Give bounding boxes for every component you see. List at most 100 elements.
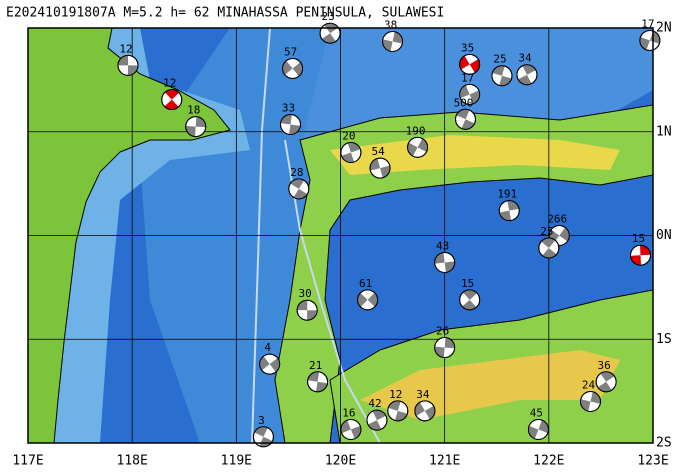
beachball-outline	[340, 142, 362, 163]
beachball-quadrant	[289, 124, 301, 135]
beachball-quadrant	[424, 405, 435, 420]
event-depth-label: 42	[368, 397, 381, 410]
beachball-outline	[280, 113, 301, 135]
beachball-quadrant	[507, 200, 520, 211]
focal-mechanism	[459, 289, 481, 311]
event-depth-label: 3	[258, 414, 265, 427]
event-depth-label: 23	[321, 10, 334, 23]
focal-mechanism	[580, 391, 601, 412]
beachball-outline	[459, 289, 481, 311]
event-depth-label: 57	[284, 45, 297, 58]
focal-mechanism	[296, 299, 318, 321]
beachball-quadrant	[128, 65, 138, 76]
beachball-quadrant	[522, 64, 536, 75]
focal-mechanism	[288, 178, 310, 200]
focal-mechanism	[357, 289, 379, 311]
focal-mechanism	[630, 244, 651, 266]
beachball-quadrant	[597, 381, 612, 392]
lat-label: 1N	[656, 124, 672, 139]
focal-mechanism	[282, 57, 304, 79]
lon-label: 119E	[221, 454, 252, 469]
beachball-outline	[595, 371, 617, 393]
event-depth-label: 20	[342, 130, 355, 143]
lon-label: 117E	[12, 454, 43, 469]
event-depth-label: 17	[641, 17, 654, 30]
focal-mechanism	[434, 337, 456, 359]
lon-label: 120E	[325, 454, 356, 469]
focal-mechanism	[340, 142, 362, 163]
beachball-quadrant	[280, 114, 292, 125]
focal-mechanism	[527, 419, 549, 441]
focal-mechanism	[382, 30, 404, 52]
focal-mechanism	[387, 400, 409, 422]
beachball-quadrant	[559, 227, 570, 242]
beachball-quadrant	[414, 402, 425, 416]
beachball-outline	[498, 200, 520, 222]
beachball-outline	[288, 178, 310, 200]
beachball-quadrant	[382, 39, 393, 52]
event-depth-label: 16	[342, 407, 355, 420]
beachball-quadrant	[307, 371, 320, 382]
lat-label: 2N	[656, 21, 672, 36]
event-depth-label: 21	[309, 359, 322, 372]
beachball-quadrant	[434, 252, 445, 264]
beachball-outline	[307, 371, 329, 393]
beachball-quadrant	[444, 261, 455, 273]
beachball-quadrant	[434, 346, 445, 358]
beachball-outline	[434, 337, 456, 359]
event-depth-label: 191	[497, 188, 517, 201]
beachball-outline	[282, 57, 304, 79]
event-depth-label: 54	[371, 145, 385, 158]
beachball-quadrant	[321, 33, 336, 44]
lon-label: 121E	[429, 454, 460, 469]
beachball-outline	[407, 136, 429, 158]
beachball-quadrant	[444, 337, 455, 349]
lat-label: 1S	[656, 332, 672, 347]
lon-label: 118E	[117, 454, 148, 469]
beachball-quadrant	[367, 420, 382, 431]
beachball-outline	[369, 157, 391, 179]
beachball-outline	[296, 299, 318, 321]
event-depth-label: 18	[187, 104, 200, 117]
beachball-quadrant	[392, 31, 403, 44]
beachball-quadrant	[195, 116, 206, 128]
beachball-outline	[161, 89, 183, 111]
beachball-outline	[459, 83, 481, 105]
focal-mechanism	[498, 200, 520, 222]
beachball-outline	[491, 65, 513, 87]
focal-mechanism	[319, 22, 341, 44]
beachball-outline	[527, 419, 549, 441]
beachball-quadrant	[292, 62, 303, 77]
beachball-quadrant	[461, 119, 475, 130]
event-depth-label: 25	[493, 53, 506, 66]
event-depth-label: 34	[416, 388, 430, 401]
focal-mechanism	[538, 237, 560, 259]
beachball-outline	[387, 400, 409, 422]
beachball-outline	[366, 409, 388, 431]
beachball-quadrant	[456, 109, 470, 120]
event-depth-label: 36	[598, 359, 611, 372]
focal-mechanism	[414, 400, 436, 422]
event-depth-label: 45	[530, 407, 543, 420]
beachball-outline	[630, 244, 651, 266]
beachball-quadrant	[580, 399, 591, 412]
beachball-quadrant	[462, 289, 478, 300]
beachball-outline	[455, 108, 476, 130]
beachball-quadrant	[407, 142, 418, 157]
focal-mechanism	[407, 136, 429, 158]
beachball-quadrant	[469, 59, 480, 73]
beachball-quadrant	[459, 55, 470, 70]
beachball-quadrant	[630, 255, 642, 266]
lon-label: 122E	[533, 454, 564, 469]
focal-mechanism	[595, 371, 617, 393]
event-depth-label: 266	[547, 213, 567, 226]
beachball-quadrant	[269, 357, 280, 373]
beachball-quadrant	[499, 210, 512, 221]
event-depth-label: 15	[632, 232, 645, 245]
focal-mechanism	[491, 65, 513, 87]
beachball-quadrant	[541, 237, 556, 248]
event-depth-label: 61	[359, 277, 372, 290]
title: E202410191807A M=5.2 h= 62 MINAHASSA PEN…	[6, 6, 444, 21]
